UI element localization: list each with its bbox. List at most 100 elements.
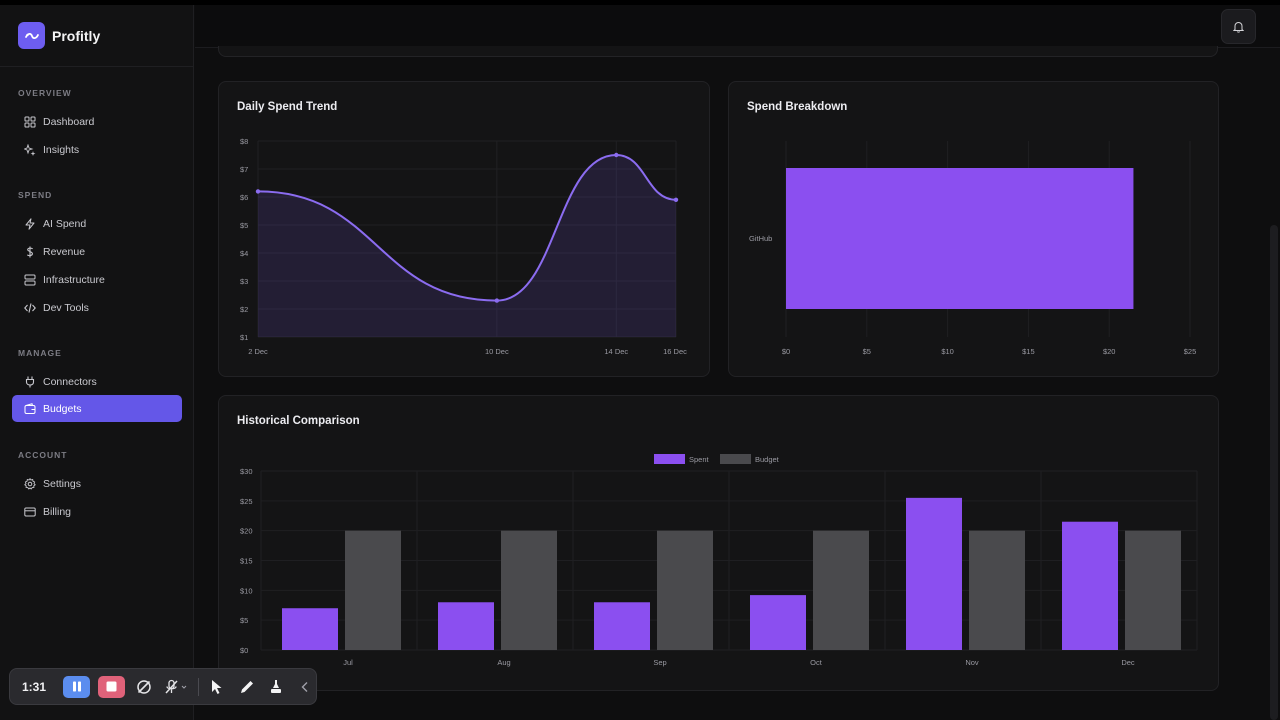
sidebar-item-label: Billing [43, 505, 72, 518]
plug-icon [25, 376, 35, 387]
spend-breakdown-card: Spend Breakdown $0 $5 $10 $15 $20 $25 GitHub [728, 81, 1219, 377]
data-point [673, 197, 679, 202]
code-icon [24, 302, 36, 313]
wallet-icon [24, 402, 36, 414]
bar-spent [906, 497, 962, 650]
highlight-tool-button[interactable] [265, 676, 286, 698]
sidebar-item-dashboard[interactable]: Dashboard [12, 108, 182, 135]
x-tick-label: Sep [653, 658, 666, 667]
card-title: Daily Spend Trend [237, 101, 338, 113]
x-tick-label: Dec [1121, 658, 1135, 667]
y-tick-label: $30 [240, 467, 253, 476]
sidebar-item-revenue[interactable]: Revenue [12, 238, 182, 265]
y-tick-label: $3 [240, 277, 248, 286]
y-tick-label: GitHub [749, 234, 772, 243]
nav-section-overview: OVERVIEW [18, 88, 72, 98]
x-tick-label: Oct [810, 658, 823, 667]
divider [197, 677, 199, 696]
sidebar-item-insights[interactable]: Insights [12, 136, 182, 163]
collapse-toolbar-button[interactable] [295, 676, 316, 698]
sidebar-item-billing[interactable]: Billing [12, 498, 182, 525]
sidebar-item-budgets[interactable]: Budgets [12, 395, 182, 422]
screen-recorder-toolbar: 1:31 [9, 668, 317, 705]
x-tick-label: 10 Dec [485, 347, 509, 356]
data-point [614, 152, 619, 158]
x-tick-label: $5 [863, 347, 871, 356]
mic-off-button[interactable] [163, 676, 190, 698]
x-tick-label: 16 Dec [663, 347, 687, 356]
server-icon [24, 274, 36, 285]
area-fill [258, 155, 676, 337]
y-tick-label: $25 [240, 497, 253, 506]
divider [0, 66, 194, 67]
daily-spend-trend-chart[interactable]: $1 $2 $3 $4 $5 $6 $7 $8 2 Dec 10 Dec 14 Dec 16 Dec [219, 82, 709, 376]
bar-spent [282, 608, 338, 650]
sidebar-item-ai-spend[interactable]: AI Spend [12, 210, 182, 237]
sidebar-item-label: Settings [43, 477, 81, 490]
x-tick-label: 2 Dec [248, 347, 268, 356]
spend-breakdown-chart[interactable]: $0 $5 $10 $15 $20 $25 GitHub [729, 82, 1218, 376]
data-point [255, 189, 261, 194]
y-tick-label: $6 [240, 193, 248, 202]
y-tick-label: $1 [240, 333, 248, 342]
bar-spent [438, 602, 494, 650]
x-tick-label: $15 [1022, 347, 1035, 356]
recording-timer: 1:31 [22, 679, 47, 694]
pointer-tool-button[interactable] [207, 676, 228, 698]
y-tick-label: $8 [240, 137, 248, 146]
brand-name: Profitly [52, 27, 101, 44]
bolt-icon [25, 217, 35, 230]
sidebar-item-label: Dashboard [43, 115, 95, 128]
y-tick-label: $20 [240, 527, 253, 536]
bar-spent [1062, 521, 1118, 650]
y-tick-label: $7 [240, 165, 248, 174]
sidebar-item-connectors[interactable]: Connectors [12, 368, 182, 395]
sidebar: Profitly OVERVIEW Dashboard Insights SPE… [0, 5, 194, 720]
nav-section-account: ACCOUNT [18, 450, 68, 460]
top-edge [0, 0, 1280, 5]
sidebar-item-label: AI Spend [43, 217, 87, 230]
mic-off-icon [165, 679, 187, 694]
y-tick-label: $2 [240, 305, 248, 314]
y-tick-label: $5 [240, 221, 248, 230]
bar [786, 168, 1134, 309]
pause-recording-button[interactable] [62, 675, 91, 698]
x-tick-label: Jul [343, 658, 353, 667]
brand[interactable]: Profitly [18, 22, 100, 49]
nav-section-spend: SPEND [18, 190, 53, 200]
y-tick-label: $4 [240, 249, 248, 258]
daily-spend-trend-card: Daily Spend Trend $1 $2 $3 $4 $5 $6 $7 $8 2 Dec 1… [218, 81, 710, 377]
card-title: Historical Comparison [237, 415, 360, 427]
y-tick-label: $5 [240, 616, 248, 625]
bar-budget [345, 530, 401, 650]
nav-section-manage: MANAGE [18, 348, 62, 358]
y-tick-label: $0 [240, 646, 248, 655]
brand-logo-icon [18, 22, 45, 49]
notifications-button[interactable] [1221, 9, 1256, 44]
stop-recording-button[interactable] [98, 675, 126, 698]
sidebar-item-label: Dev Tools [43, 301, 89, 314]
x-tick-label: 14 Dec [604, 347, 628, 356]
pencil-icon [240, 680, 253, 693]
bar-budget [657, 530, 713, 650]
x-tick-label: $0 [782, 347, 790, 356]
gear-icon [24, 477, 36, 490]
sidebar-item-dev-tools[interactable]: Dev Tools [12, 294, 182, 321]
sidebar-item-infrastructure[interactable]: Infrastructure [12, 266, 182, 293]
sidebar-item-label: Budgets [43, 402, 82, 415]
x-tick-label: Nov [965, 658, 979, 667]
sparkle-icon [24, 143, 36, 156]
x-tick-label: $25 [1184, 347, 1197, 356]
sidebar-item-label: Infrastructure [43, 273, 105, 286]
sidebar-item-label: Insights [43, 143, 80, 156]
sidebar-item-settings[interactable]: Settings [12, 470, 182, 497]
pause-icon [72, 681, 81, 692]
historical-comparison-chart[interactable]: $0 $5 $10 $15 $20 $25 $30 Jul Aug Sep Oct Nov Dec Spe… [219, 396, 1218, 690]
card-icon [24, 507, 36, 516]
bell-icon [1233, 21, 1244, 33]
dollar-icon [26, 246, 33, 257]
grid-icon [24, 116, 36, 127]
pen-tool-button[interactable] [236, 676, 257, 698]
camera-off-button[interactable] [133, 676, 154, 698]
scrollbar-thumb[interactable] [1270, 225, 1278, 720]
